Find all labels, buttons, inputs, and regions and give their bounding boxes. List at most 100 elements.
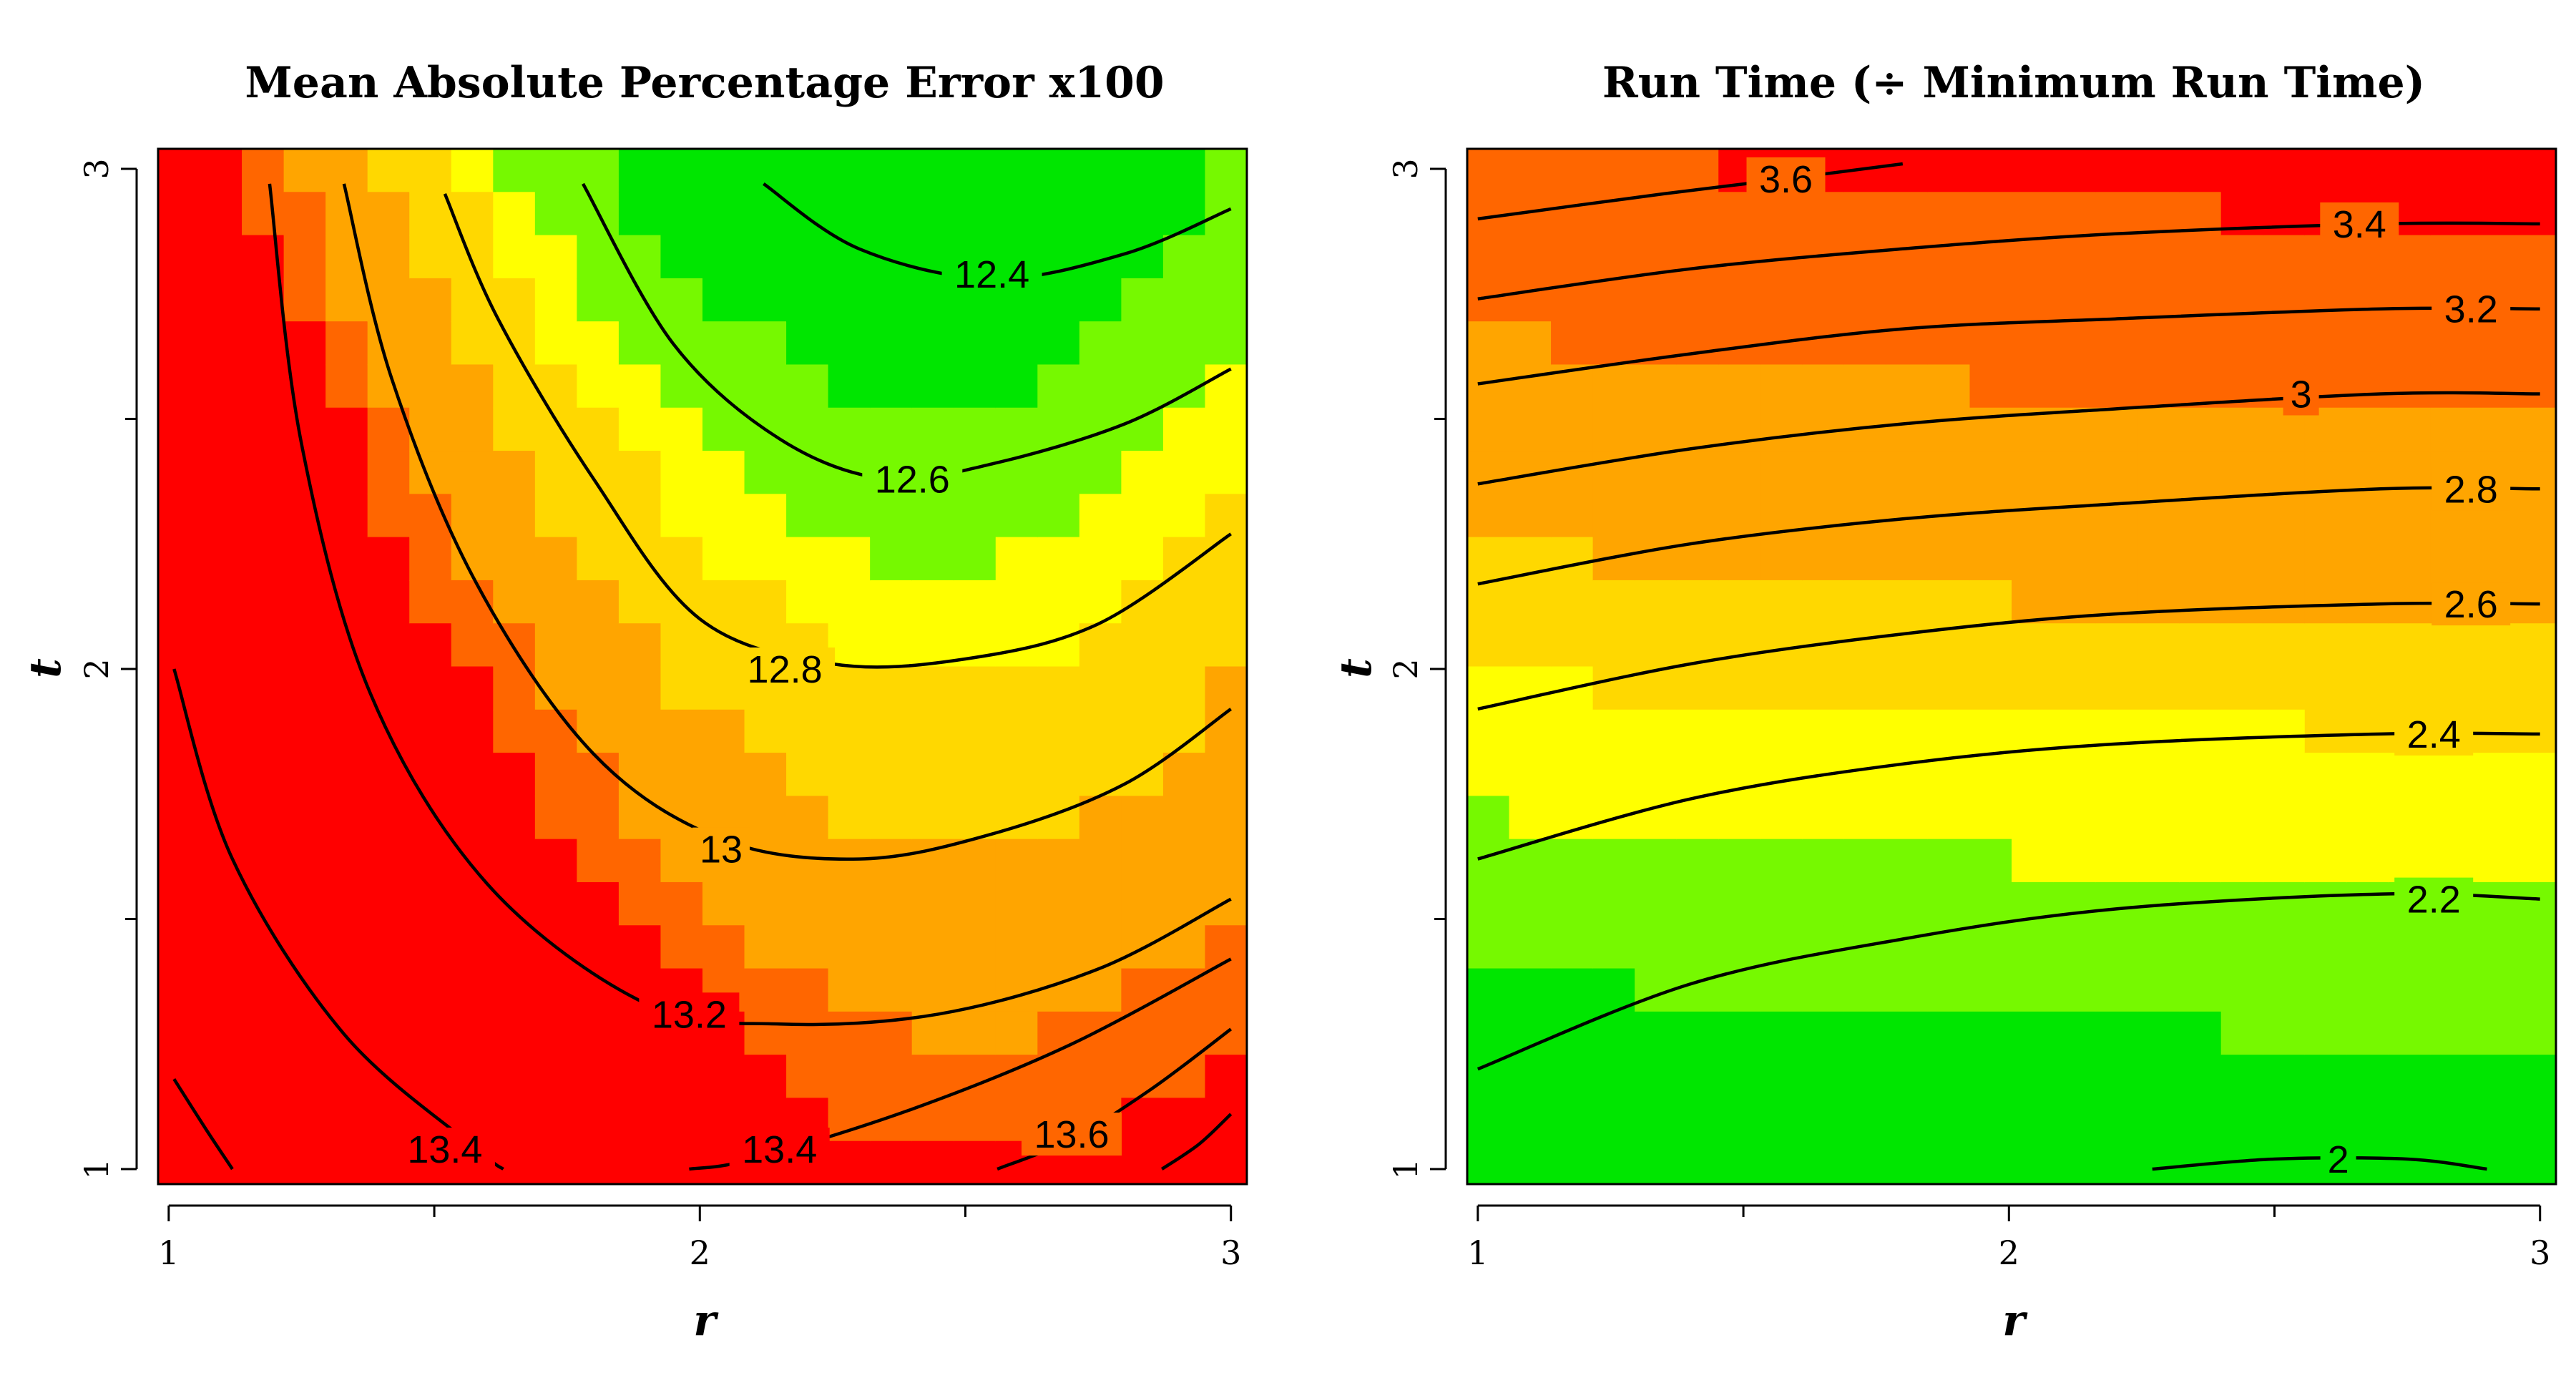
heat-cell — [870, 796, 913, 840]
heat-cell — [828, 925, 871, 969]
heat-cell — [242, 753, 285, 797]
heat-cell — [786, 968, 829, 1012]
heat-cell — [1509, 968, 1552, 1012]
heat-cell — [2472, 364, 2515, 409]
heat-cell — [1509, 364, 1552, 409]
heat-cell — [577, 1140, 619, 1185]
heat-cell — [2304, 623, 2348, 668]
heat-cell — [660, 451, 703, 495]
heat-cell — [1927, 881, 1971, 927]
heat-cell — [2388, 1055, 2431, 1099]
heat-cell — [911, 1055, 955, 1099]
heat-cell — [2472, 753, 2515, 797]
heat-cell — [1635, 407, 1678, 451]
heat-cell — [283, 1011, 326, 1055]
heat-cell — [451, 796, 494, 840]
heat-cell — [1592, 925, 1635, 969]
heat-cell — [660, 494, 703, 538]
heat-cell — [828, 364, 871, 409]
heat-cell — [1635, 839, 1678, 883]
heat-cell — [2430, 364, 2473, 409]
heat-cell — [1121, 321, 1164, 366]
heat-cell — [409, 1055, 452, 1099]
heat-cell — [1927, 192, 1971, 236]
heat-cell — [2179, 925, 2222, 969]
heat-cell — [242, 321, 285, 366]
heat-cell — [702, 494, 745, 538]
heat-cell — [158, 968, 201, 1012]
heat-cell — [2388, 407, 2431, 451]
heat-cell — [1467, 839, 1510, 883]
heat-cell — [2304, 580, 2348, 625]
heat-cell — [2220, 968, 2264, 1012]
heat-cell — [1592, 881, 1635, 927]
heat-cell — [2430, 623, 2473, 668]
heat-cell — [1205, 235, 1248, 279]
x-tick-label: 1 — [158, 1233, 179, 1272]
heat-cell — [1886, 796, 1929, 840]
heat-cell — [1205, 278, 1248, 322]
heat-cell — [660, 149, 703, 193]
heat-cell — [367, 796, 411, 840]
heat-cell — [1969, 623, 2012, 668]
heat-cell — [1969, 1055, 2012, 1099]
heat-cell — [451, 925, 494, 969]
heat-cell — [493, 1011, 536, 1055]
heat-cell — [493, 494, 536, 538]
heat-cell — [1886, 1011, 1929, 1055]
heat-cell — [1969, 796, 2012, 840]
heat-cell — [1551, 1055, 1594, 1099]
heat-cell — [1760, 278, 1803, 322]
heat-cell — [2137, 149, 2180, 193]
heat-cell — [1037, 364, 1080, 409]
heat-cell — [2263, 709, 2306, 753]
heat-cell — [534, 1140, 578, 1185]
heat-cell — [2179, 753, 2222, 797]
heat-cell — [2012, 1140, 2055, 1185]
heat-cell — [618, 1140, 662, 1185]
heat-cell — [1467, 451, 1510, 495]
heat-cell — [954, 1011, 996, 1055]
heat-cell — [1886, 839, 1929, 883]
heat-cell — [2346, 451, 2389, 495]
heat-cell — [954, 839, 996, 883]
heat-cell — [493, 796, 536, 840]
heat-cell — [954, 364, 996, 409]
heat-cell — [1886, 623, 1929, 668]
heat-cell — [911, 881, 955, 927]
heat-cell — [618, 364, 662, 409]
heat-cell — [2053, 839, 2096, 883]
heat-cell — [1676, 149, 1720, 193]
heat-cell — [911, 925, 955, 969]
heat-cell — [2304, 666, 2348, 710]
heat-cell — [786, 537, 829, 581]
heat-cell — [2053, 753, 2096, 797]
heat-cell — [1121, 881, 1164, 927]
heat-cell — [2095, 149, 2138, 193]
y-tick-label: 2 — [77, 658, 116, 679]
heat-cell — [1843, 839, 1887, 883]
heat-cell — [1509, 407, 1552, 451]
heat-cell — [1509, 235, 1552, 279]
heat-cell — [2263, 235, 2306, 279]
heat-cell — [1467, 278, 1510, 322]
heat-cell — [1843, 494, 1887, 538]
heat-cell — [1205, 623, 1248, 668]
heat-cell — [2346, 881, 2389, 927]
heat-cell — [1802, 364, 1845, 409]
heat-cell — [2388, 796, 2431, 840]
heat-cell — [1760, 364, 1803, 409]
mape-contours: 12.4 12.6 12.8 13 13.2 13.4 13.4 13.6 — [172, 182, 1233, 1171]
heat-cell — [1551, 1140, 1594, 1185]
heat-cell — [577, 881, 619, 927]
heat-cell — [2095, 753, 2138, 797]
heat-cell — [1162, 623, 1206, 668]
heat-cell — [995, 839, 1039, 883]
heat-cell — [1551, 537, 1594, 581]
heat-cell — [1969, 364, 2012, 409]
heat-cell — [2388, 1140, 2431, 1185]
heat-cell — [200, 968, 243, 1012]
heat-cell — [2012, 580, 2055, 625]
heat-cell — [702, 580, 745, 625]
heat-cell — [1802, 666, 1845, 710]
